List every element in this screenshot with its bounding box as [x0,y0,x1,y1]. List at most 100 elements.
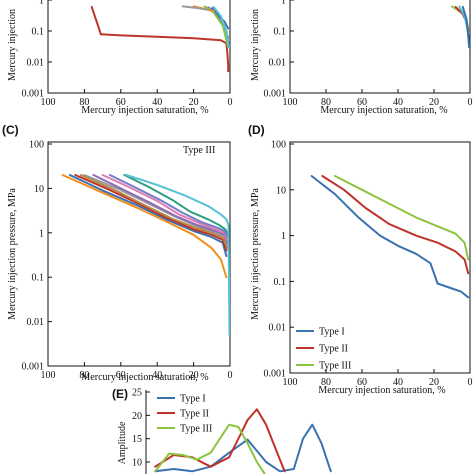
panel-c-series-9-line [108,174,229,239]
panel-e-y-label: Amplitude [117,421,128,464]
panel-a-y-tick-label: 1 [39,0,44,7]
panel-c-y-tick-label: 0.001 [22,362,45,373]
panel-c-series-7-line [123,174,229,236]
panel-a-x-tick-label: 20 [189,97,199,108]
panel-c-frame [47,141,231,367]
panel-d-plot-area [289,141,471,374]
panel-b-x-tick-label: 80 [321,97,331,108]
panel-d-frame [289,141,471,374]
panel-d-x-tick-label: 60 [357,377,367,388]
panel-e-y-tick-label: 20 [132,411,142,422]
panel-d-x-tick-label: 20 [429,377,439,388]
panel-d-legend: Type I Type II Type III [296,327,351,372]
panel-c-x-tick-label: 40 [152,370,162,381]
panel-a-y-label: Mercury injection [7,9,18,81]
panel-a-x-tick-label: 80 [79,97,89,108]
panel-d-y-tick-label: 0.001 [264,369,287,380]
panel-c-y-tick-label: 10 [34,184,44,195]
panel-c-y-tick-label: 1 [39,228,44,239]
panel-a-x-tick-label: 0 [228,97,233,108]
panel-c-series [61,174,230,336]
panel-a-x-label: Mercury injection saturation, % [81,105,208,116]
panel-b-x-label: Mercury injection saturation, % [320,105,447,116]
panel-d-series [310,175,470,299]
panel-d-y-tick-label: 0.1 [274,277,287,288]
panel-e-y-tick-label: 15 [132,434,142,445]
panel-c-label: (C) [2,123,19,137]
panel-e-label: (E) [112,387,128,401]
panel-c-plot-area [47,141,231,367]
panel-e-type-iii-line [154,423,266,474]
panel-d-y-tick-label: 10 [276,185,286,196]
panel-a-x-tick-label: 40 [152,97,162,108]
panel-c-series-2-line [68,174,228,257]
panel-d-y-tick-label: 1 [281,231,286,242]
panel-e: (E) 25 20 15 10 Type I Type II Type III Ampli… [112,387,332,474]
panel-a-x-tick-label: 60 [116,97,126,108]
panel-d-x-tick-label: 100 [283,377,298,388]
panel-b-x-tick-label: 60 [357,97,367,108]
panel-e-legend-label: Type II [180,409,209,420]
panel-d-legend-label: Type II [319,344,348,355]
panel-c-x-tick-label: 20 [189,370,199,381]
panel-c: (C) 100 80 60 40 20 0 100 10 1 0.1 0.01 0.001 Type … [2,123,233,383]
panel-c-y-tick-label: 0.01 [27,317,45,328]
panel-b-x-tick-label: 0 [468,97,473,108]
panel-b-y-tick-label: 0.01 [269,58,287,69]
panel-a: 100 80 60 40 20 0 1 0.1 0.01 0.001 Mercury inject… [7,0,233,116]
panel-c-series-10-line [125,174,230,336]
panel-c-series-1-line [61,174,228,279]
panel-b-y-tick-label: 0.001 [264,89,287,100]
panel-c-x-tick-label: 100 [41,370,56,381]
panel-b-y-label: Mercury injection [250,9,261,81]
panel-b-series [451,5,470,49]
panel-c-x-tick-label: 0 [228,370,233,381]
panel-d-ticks: 100 80 60 40 20 0 100 10 1 0.1 0.01 0.001 [264,140,473,389]
panel-e-y-tick-label: 10 [132,458,142,469]
panel-a-series-8-line [181,5,210,11]
panel-d-x-tick-label: 80 [321,377,331,388]
panel-c-x-label: Mercury injection saturation, % [81,372,208,383]
panel-c-y-tick-label: 100 [29,140,44,151]
panel-e-type-i-line [154,423,332,473]
panel-b-plot-area [289,0,471,94]
panel-a-y-tick-label: 0.1 [32,27,45,38]
panel-e-legend: Type I Type II Type III [157,394,212,435]
panel-a-frame [47,0,231,94]
panel-b-x-tick-label: 40 [393,97,403,108]
panel-d-x-label: Mercury injection saturation, % [318,385,445,396]
panel-b-x-tick-label: 20 [429,97,439,108]
panel-d-legend-label: Type I [319,327,345,338]
panel-a-series-1-line [90,5,228,45]
panel-c-series-8-line [79,174,229,250]
panel-a-ticks: 100 80 60 40 20 0 1 0.1 0.01 0.001 [22,0,233,108]
panel-c-ticks: 100 80 60 40 20 0 100 10 1 0.1 0.01 0.001 [22,140,233,382]
panel-a-series [90,5,230,73]
panel-a-y-tick-label: 0.001 [22,89,45,100]
panel-a-plot-area [47,0,231,94]
panel-b-ticks: 100 80 60 40 20 0 1 0.1 0.01 0.001 [264,0,473,108]
panel-d-y-tick-label: 100 [271,140,286,151]
panel-c-series-5-line [92,174,229,244]
panel-d: (D) 100 80 60 40 20 0 100 10 1 0.1 0.01 0.001 Type … [248,123,473,396]
panel-c-y-label: Mercury injection pressure, MPa [7,188,18,320]
panel-c-y-tick-label: 0.1 [32,273,45,284]
panel-b-y-tick-label: 1 [281,0,286,7]
panel-c-series-6-line [101,174,229,241]
panel-d-label: (D) [248,123,265,137]
panel-d-legend-label: Type III [319,361,351,372]
panel-a-series-2-line [225,42,230,73]
panel-c-x-tick-label: 60 [116,370,126,381]
panel-e-series [154,408,332,474]
panel-d-type-i-line [310,175,470,299]
panel-d-type-ii-line [321,175,470,275]
panel-b-y-tick-label: 0.1 [274,27,287,38]
panel-e-legend-label: Type III [180,424,212,435]
panel-d-x-tick-label: 0 [468,377,473,388]
panel-c-annotation: Type III [183,145,215,156]
panel-a-y-tick-label: 0.01 [27,58,45,69]
panel-a-series-6-line [212,5,230,49]
panel-b-frame [289,0,471,94]
panel-d-y-tick-label: 0.01 [269,323,287,334]
